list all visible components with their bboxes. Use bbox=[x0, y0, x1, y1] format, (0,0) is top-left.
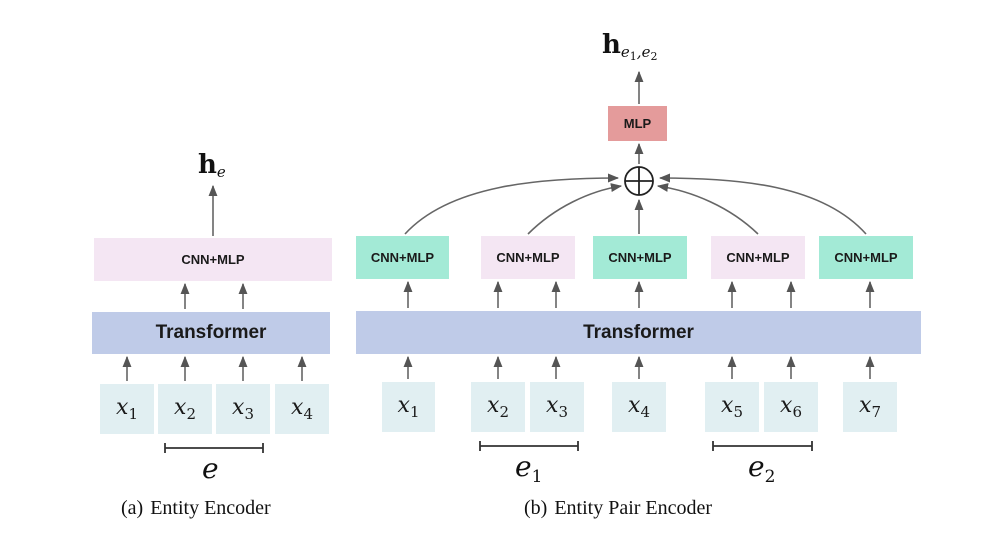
left-token-x3: x3 bbox=[216, 384, 270, 434]
right-span-bracket-e1 bbox=[479, 441, 579, 451]
right-token-x4: x4 bbox=[612, 382, 666, 432]
left-caption: (a) Entity Encoder bbox=[121, 497, 271, 519]
right-span-bracket-e2 bbox=[712, 441, 813, 451]
right-token-x3: x3 bbox=[530, 382, 584, 432]
right-curve-cnn-2 bbox=[527, 183, 623, 235]
right-mlp-box: MLP bbox=[608, 106, 667, 141]
right-transformer-label: Transformer bbox=[583, 321, 694, 343]
right-span-label-e1: e1 bbox=[515, 450, 543, 487]
right-curve-cnn-1 bbox=[404, 173, 620, 235]
right-token-x6: x6 bbox=[764, 382, 818, 432]
left-cnn-mlp-box: CNN+MLP bbox=[94, 238, 332, 281]
right-cnn-mlp-box-1: CNN+MLP bbox=[356, 236, 449, 279]
left-span-label-e: e bbox=[202, 452, 219, 485]
right-token-x5: x5 bbox=[705, 382, 759, 432]
right-transformer-box: Transformer bbox=[356, 311, 921, 354]
right-cnn-mlp-box-2: CNN+MLP bbox=[481, 236, 575, 279]
right-token-x2: x2 bbox=[471, 382, 525, 432]
left-token-x2: x2 bbox=[158, 384, 212, 434]
left-token-x4: x4 bbox=[275, 384, 329, 434]
left-transformer-label: Transformer bbox=[155, 322, 267, 343]
right-token-x1: x1 bbox=[382, 382, 435, 432]
right-output-h-e1-e2: he1,e2 bbox=[602, 30, 658, 63]
right-mlp-label: MLP bbox=[623, 116, 652, 131]
right-caption: (b) Entity Pair Encoder bbox=[524, 497, 713, 519]
right-token-x7: x7 bbox=[843, 382, 897, 432]
oplus-icon bbox=[624, 166, 654, 196]
right-cnn-mlp-box-3: CNN+MLP bbox=[593, 236, 687, 279]
left-cnn-mlp-label: CNN+MLP bbox=[181, 252, 245, 267]
left-transformer-box: Transformer bbox=[92, 312, 330, 354]
right-cnn-mlp-box-4: CNN+MLP bbox=[711, 236, 805, 279]
right-span-label-e2: e2 bbox=[748, 450, 776, 487]
left-token-x1: x1 bbox=[100, 384, 154, 434]
right-cnn-mlp-box-5: CNN+MLP bbox=[819, 236, 913, 279]
left-span-bracket-e bbox=[164, 443, 264, 453]
right-curve-cnn-5 bbox=[658, 173, 867, 235]
left-output-h-e: he bbox=[198, 150, 226, 181]
right-curve-cnn-4 bbox=[656, 183, 759, 235]
